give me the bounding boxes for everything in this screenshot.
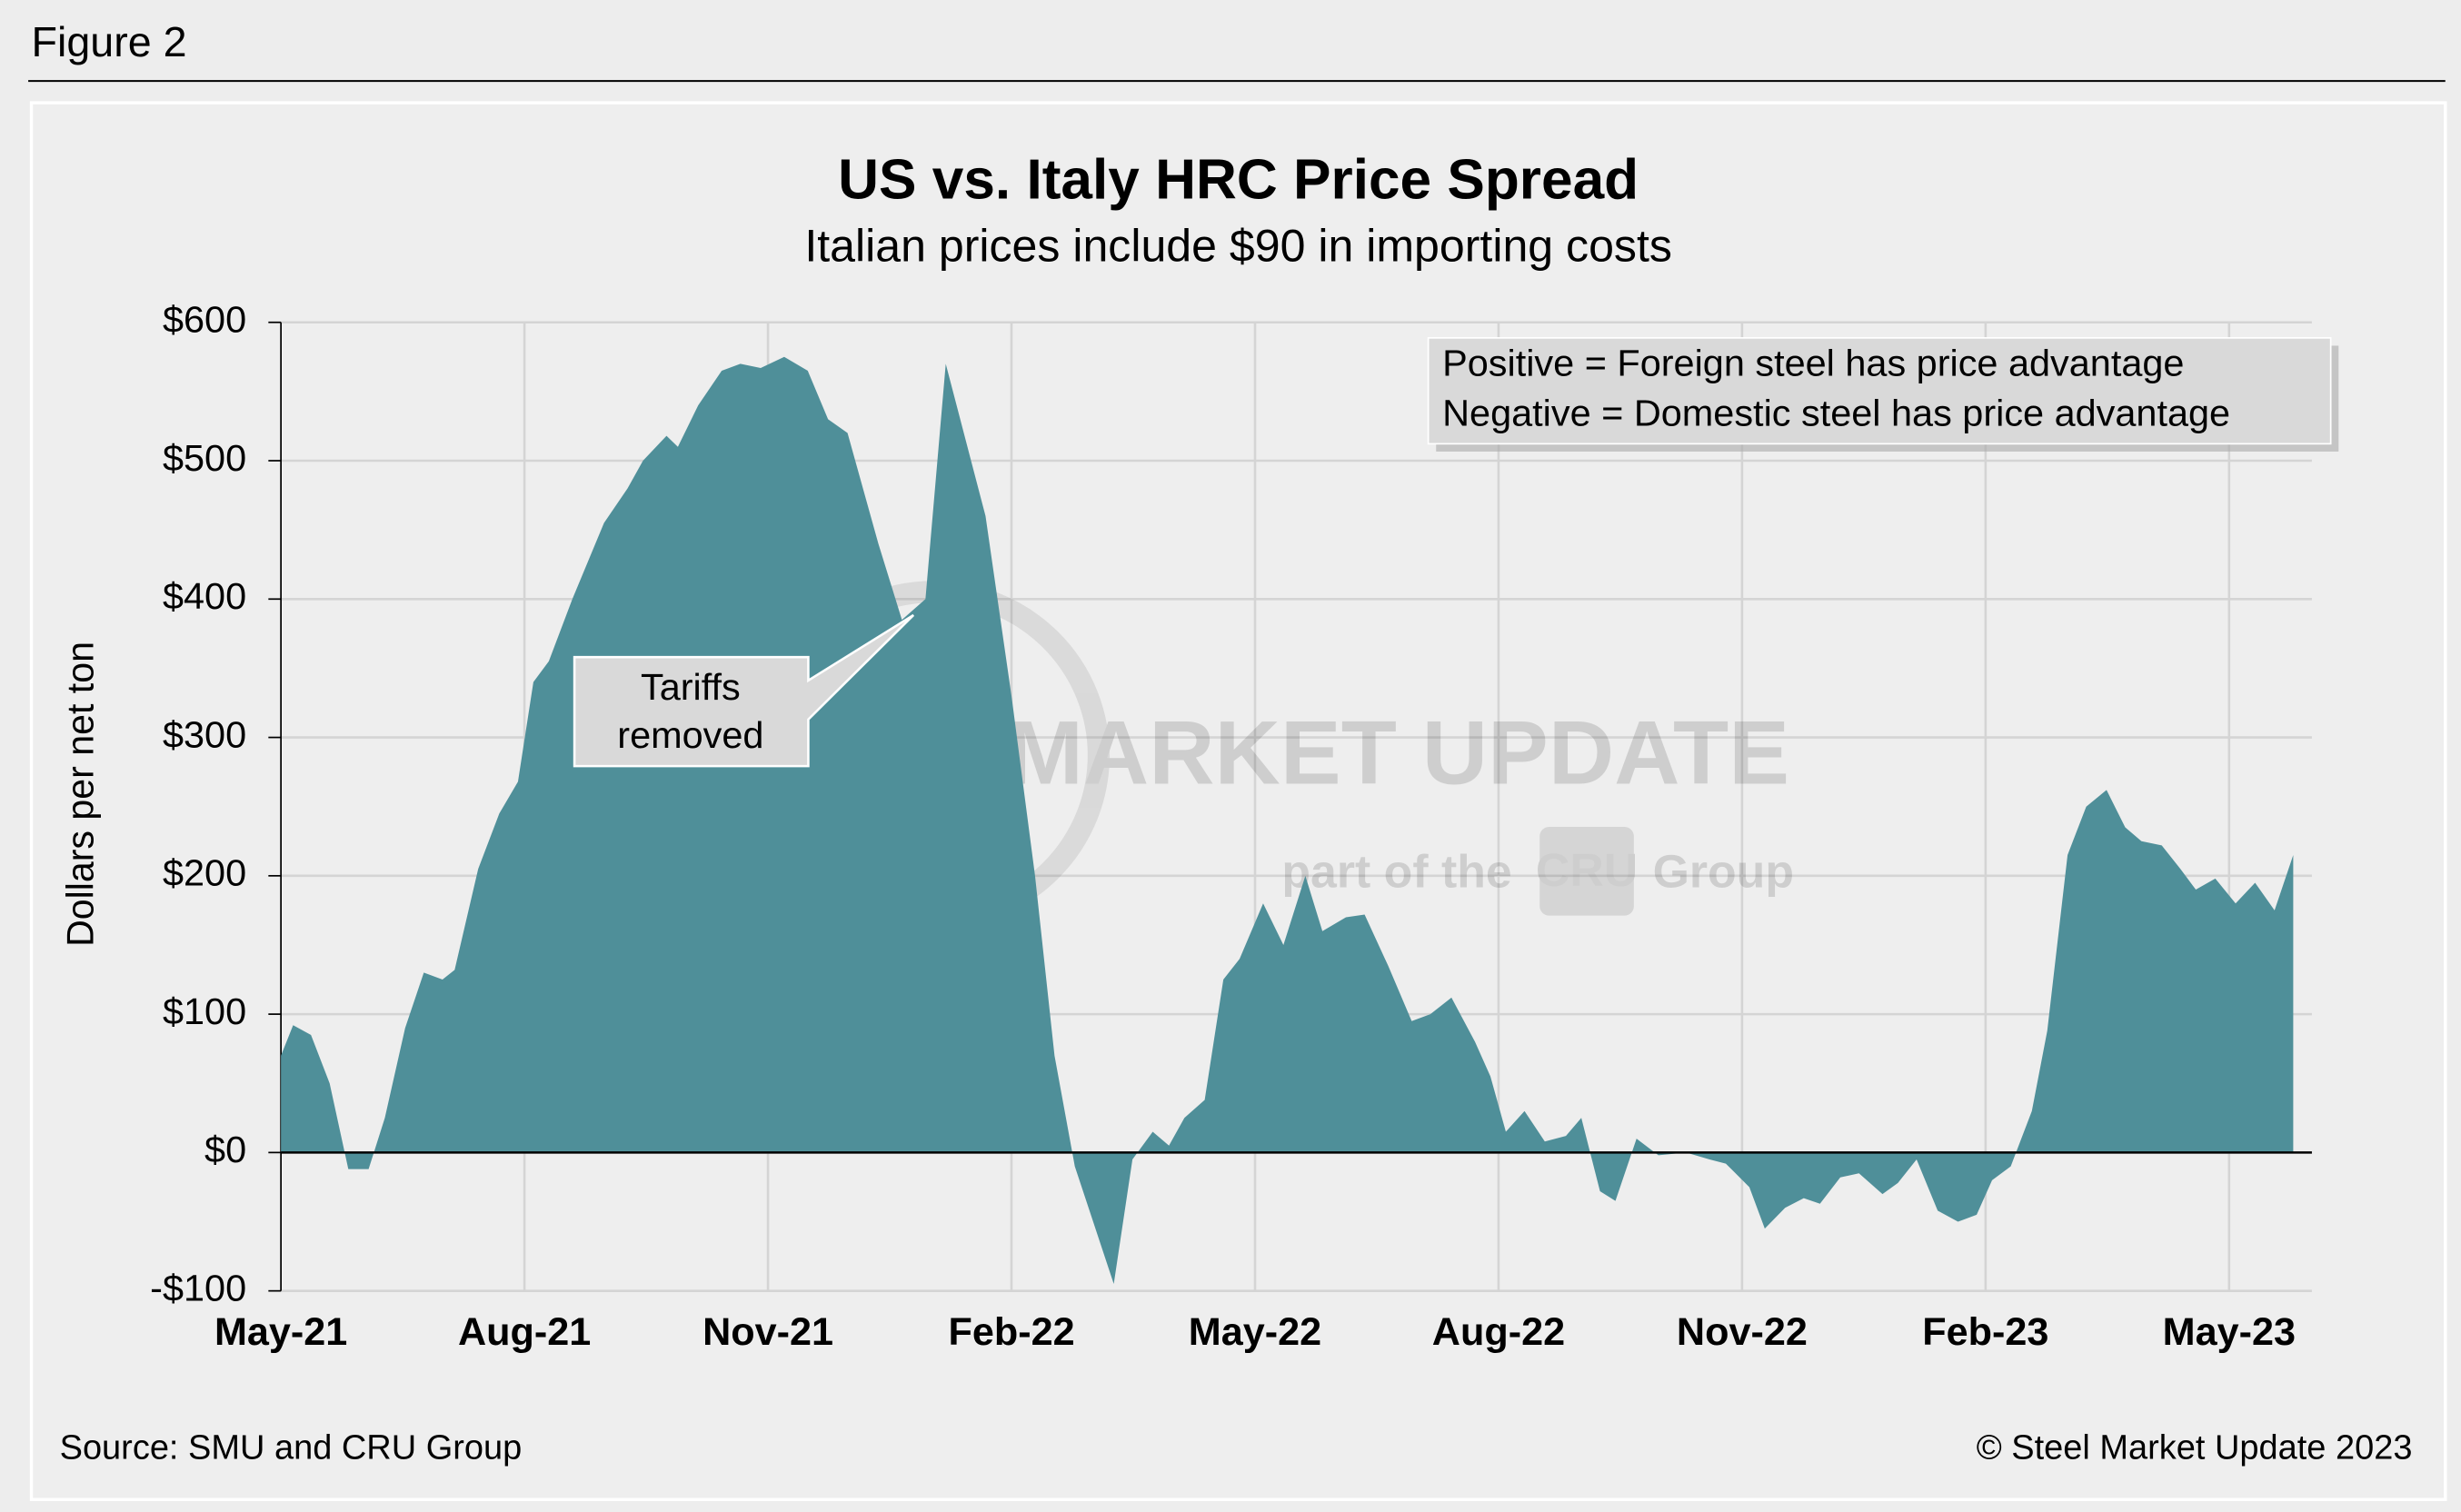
y-tick-label: -$100 (150, 1268, 246, 1309)
x-tick-label: Nov-22 (1677, 1310, 1808, 1354)
y-tick-label: $0 (204, 1129, 246, 1170)
watermark-logo (1539, 826, 1634, 916)
y-tick-label: $200 (163, 852, 246, 894)
watermark-text: part of the (1281, 845, 1511, 898)
x-tick-label: May-22 (1189, 1310, 1321, 1354)
plot (281, 356, 2312, 1285)
annotation-text: removed (617, 714, 763, 756)
note-text: Negative = Domestic steel has price adva… (1442, 393, 2230, 434)
y-axis-label: Dollars per net ton (59, 642, 101, 947)
x-tick-label: Feb-22 (948, 1310, 1074, 1354)
x-tick-label: Feb-23 (1922, 1310, 2048, 1354)
x-tick-label: May-23 (2163, 1310, 2296, 1354)
watermark-text: Group (1653, 845, 1794, 898)
note: Positive = Foreign steel has price advan… (1427, 337, 2339, 452)
chart-title: US vs. Italy HRC Price Spread (838, 149, 1639, 212)
note-text: Positive = Foreign steel has price advan… (1442, 343, 2184, 384)
y-tick-label: $300 (163, 714, 246, 756)
figure-label: Figure 2 (32, 18, 187, 65)
y-tick-label: $400 (163, 575, 246, 617)
y-tick-label: $100 (163, 990, 246, 1032)
x-tick-label: Aug-22 (1432, 1310, 1565, 1354)
copyright: © Steel Market Update 2023 (1977, 1429, 2413, 1467)
chart-subtitle: Italian prices include $90 in importing … (804, 220, 1672, 271)
note-box (1427, 337, 2332, 445)
y-tick-label: $600 (163, 299, 246, 341)
source: Source: SMU and CRU Group (60, 1429, 523, 1467)
watermark-text: CRU (1536, 843, 1638, 896)
area (281, 356, 2294, 1285)
x-tick-label: Aug-21 (458, 1310, 591, 1354)
annotation-callout (573, 613, 915, 768)
x-tick-label: Nov-21 (702, 1310, 833, 1354)
annotation-text: Tariffs (641, 666, 741, 708)
annotation: Tariffs removed (573, 613, 915, 768)
chart-frame (29, 101, 2447, 1502)
y-tick-label: $500 (163, 437, 246, 479)
x-tick-label: May-21 (214, 1310, 347, 1354)
